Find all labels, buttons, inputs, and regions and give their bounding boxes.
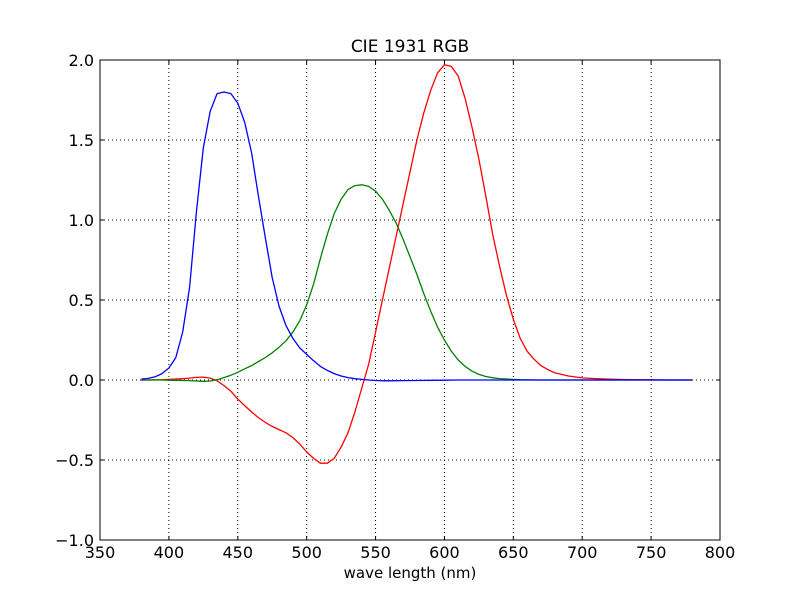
x-tick-label: 500 [291,543,322,562]
x-tick-label: 700 [567,543,598,562]
series-group [141,64,693,464]
x-tick-label: 750 [636,543,667,562]
x-tick-label: 800 [705,543,736,562]
x-tick-labels: 350 400 450 500 550 600 650 700 750 800 [85,543,736,562]
y-tick-label: 0.5 [69,291,94,310]
x-tick-label: 550 [360,543,391,562]
chart-title: CIE 1931 RGB [351,37,469,57]
y-tick-label: 1.5 [69,131,94,150]
y-tick-label: −1.0 [55,531,94,550]
x-tick-label: 350 [85,543,116,562]
y-tick-labels: −1.0 −0.5 0.0 0.5 1.0 1.5 2.0 [55,51,94,550]
x-tick-label: 600 [429,543,460,562]
series-line-1 [141,64,693,464]
x-tick-label: 450 [223,543,254,562]
series-line-3 [141,91,693,382]
y-tick-label: 1.0 [69,211,94,230]
x-tick-label: 650 [498,543,529,562]
y-tick-label: 0.0 [69,371,94,390]
x-axis-label: wave length (nm) [344,564,477,582]
y-tick-label: −0.5 [55,451,94,470]
x-tick-label: 400 [154,543,185,562]
y-tick-label: 2.0 [69,51,94,70]
ticks [99,59,721,541]
